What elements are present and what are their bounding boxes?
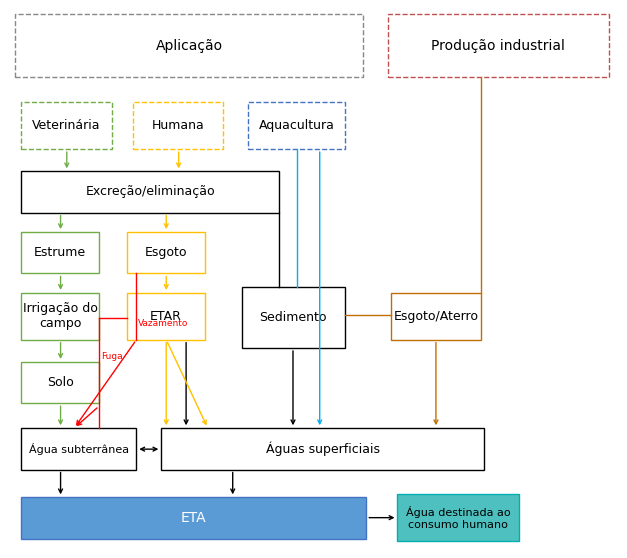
FancyBboxPatch shape xyxy=(127,232,205,273)
FancyBboxPatch shape xyxy=(21,293,99,340)
FancyBboxPatch shape xyxy=(21,362,99,403)
FancyBboxPatch shape xyxy=(248,102,345,149)
Text: Produção industrial: Produção industrial xyxy=(431,39,566,52)
FancyBboxPatch shape xyxy=(127,293,205,340)
Text: Esgoto/Aterro: Esgoto/Aterro xyxy=(394,310,479,323)
Text: Esgoto: Esgoto xyxy=(145,246,187,259)
Text: Excreção/eliminação: Excreção/eliminação xyxy=(85,185,215,199)
FancyBboxPatch shape xyxy=(388,14,609,78)
Text: Sedimento: Sedimento xyxy=(260,311,327,324)
FancyBboxPatch shape xyxy=(134,102,223,149)
FancyBboxPatch shape xyxy=(21,232,99,273)
Text: Veterinária: Veterinária xyxy=(32,119,101,132)
FancyBboxPatch shape xyxy=(391,293,482,340)
Text: Solo: Solo xyxy=(47,376,73,389)
Text: Água subterrânea: Água subterrânea xyxy=(29,443,129,455)
Text: Aquacultura: Aquacultura xyxy=(258,119,334,132)
Text: Águas superficiais: Águas superficiais xyxy=(266,441,380,456)
Text: Humana: Humana xyxy=(152,119,204,132)
FancyBboxPatch shape xyxy=(21,102,112,149)
FancyBboxPatch shape xyxy=(161,428,485,470)
FancyBboxPatch shape xyxy=(398,494,519,541)
FancyBboxPatch shape xyxy=(15,14,363,78)
Text: ETAR: ETAR xyxy=(150,310,182,323)
FancyBboxPatch shape xyxy=(242,287,345,348)
FancyBboxPatch shape xyxy=(21,497,366,538)
FancyBboxPatch shape xyxy=(21,171,279,213)
Text: Vazamento: Vazamento xyxy=(138,319,189,328)
Text: Água destinada ao
consumo humano: Água destinada ao consumo humano xyxy=(406,506,510,530)
Text: Irrigação do
campo: Irrigação do campo xyxy=(23,302,98,330)
Text: Fuga: Fuga xyxy=(101,352,123,361)
Text: Aplicação: Aplicação xyxy=(155,39,223,52)
Text: Estrume: Estrume xyxy=(34,246,87,259)
FancyBboxPatch shape xyxy=(21,428,137,470)
Text: ETA: ETA xyxy=(181,511,207,525)
